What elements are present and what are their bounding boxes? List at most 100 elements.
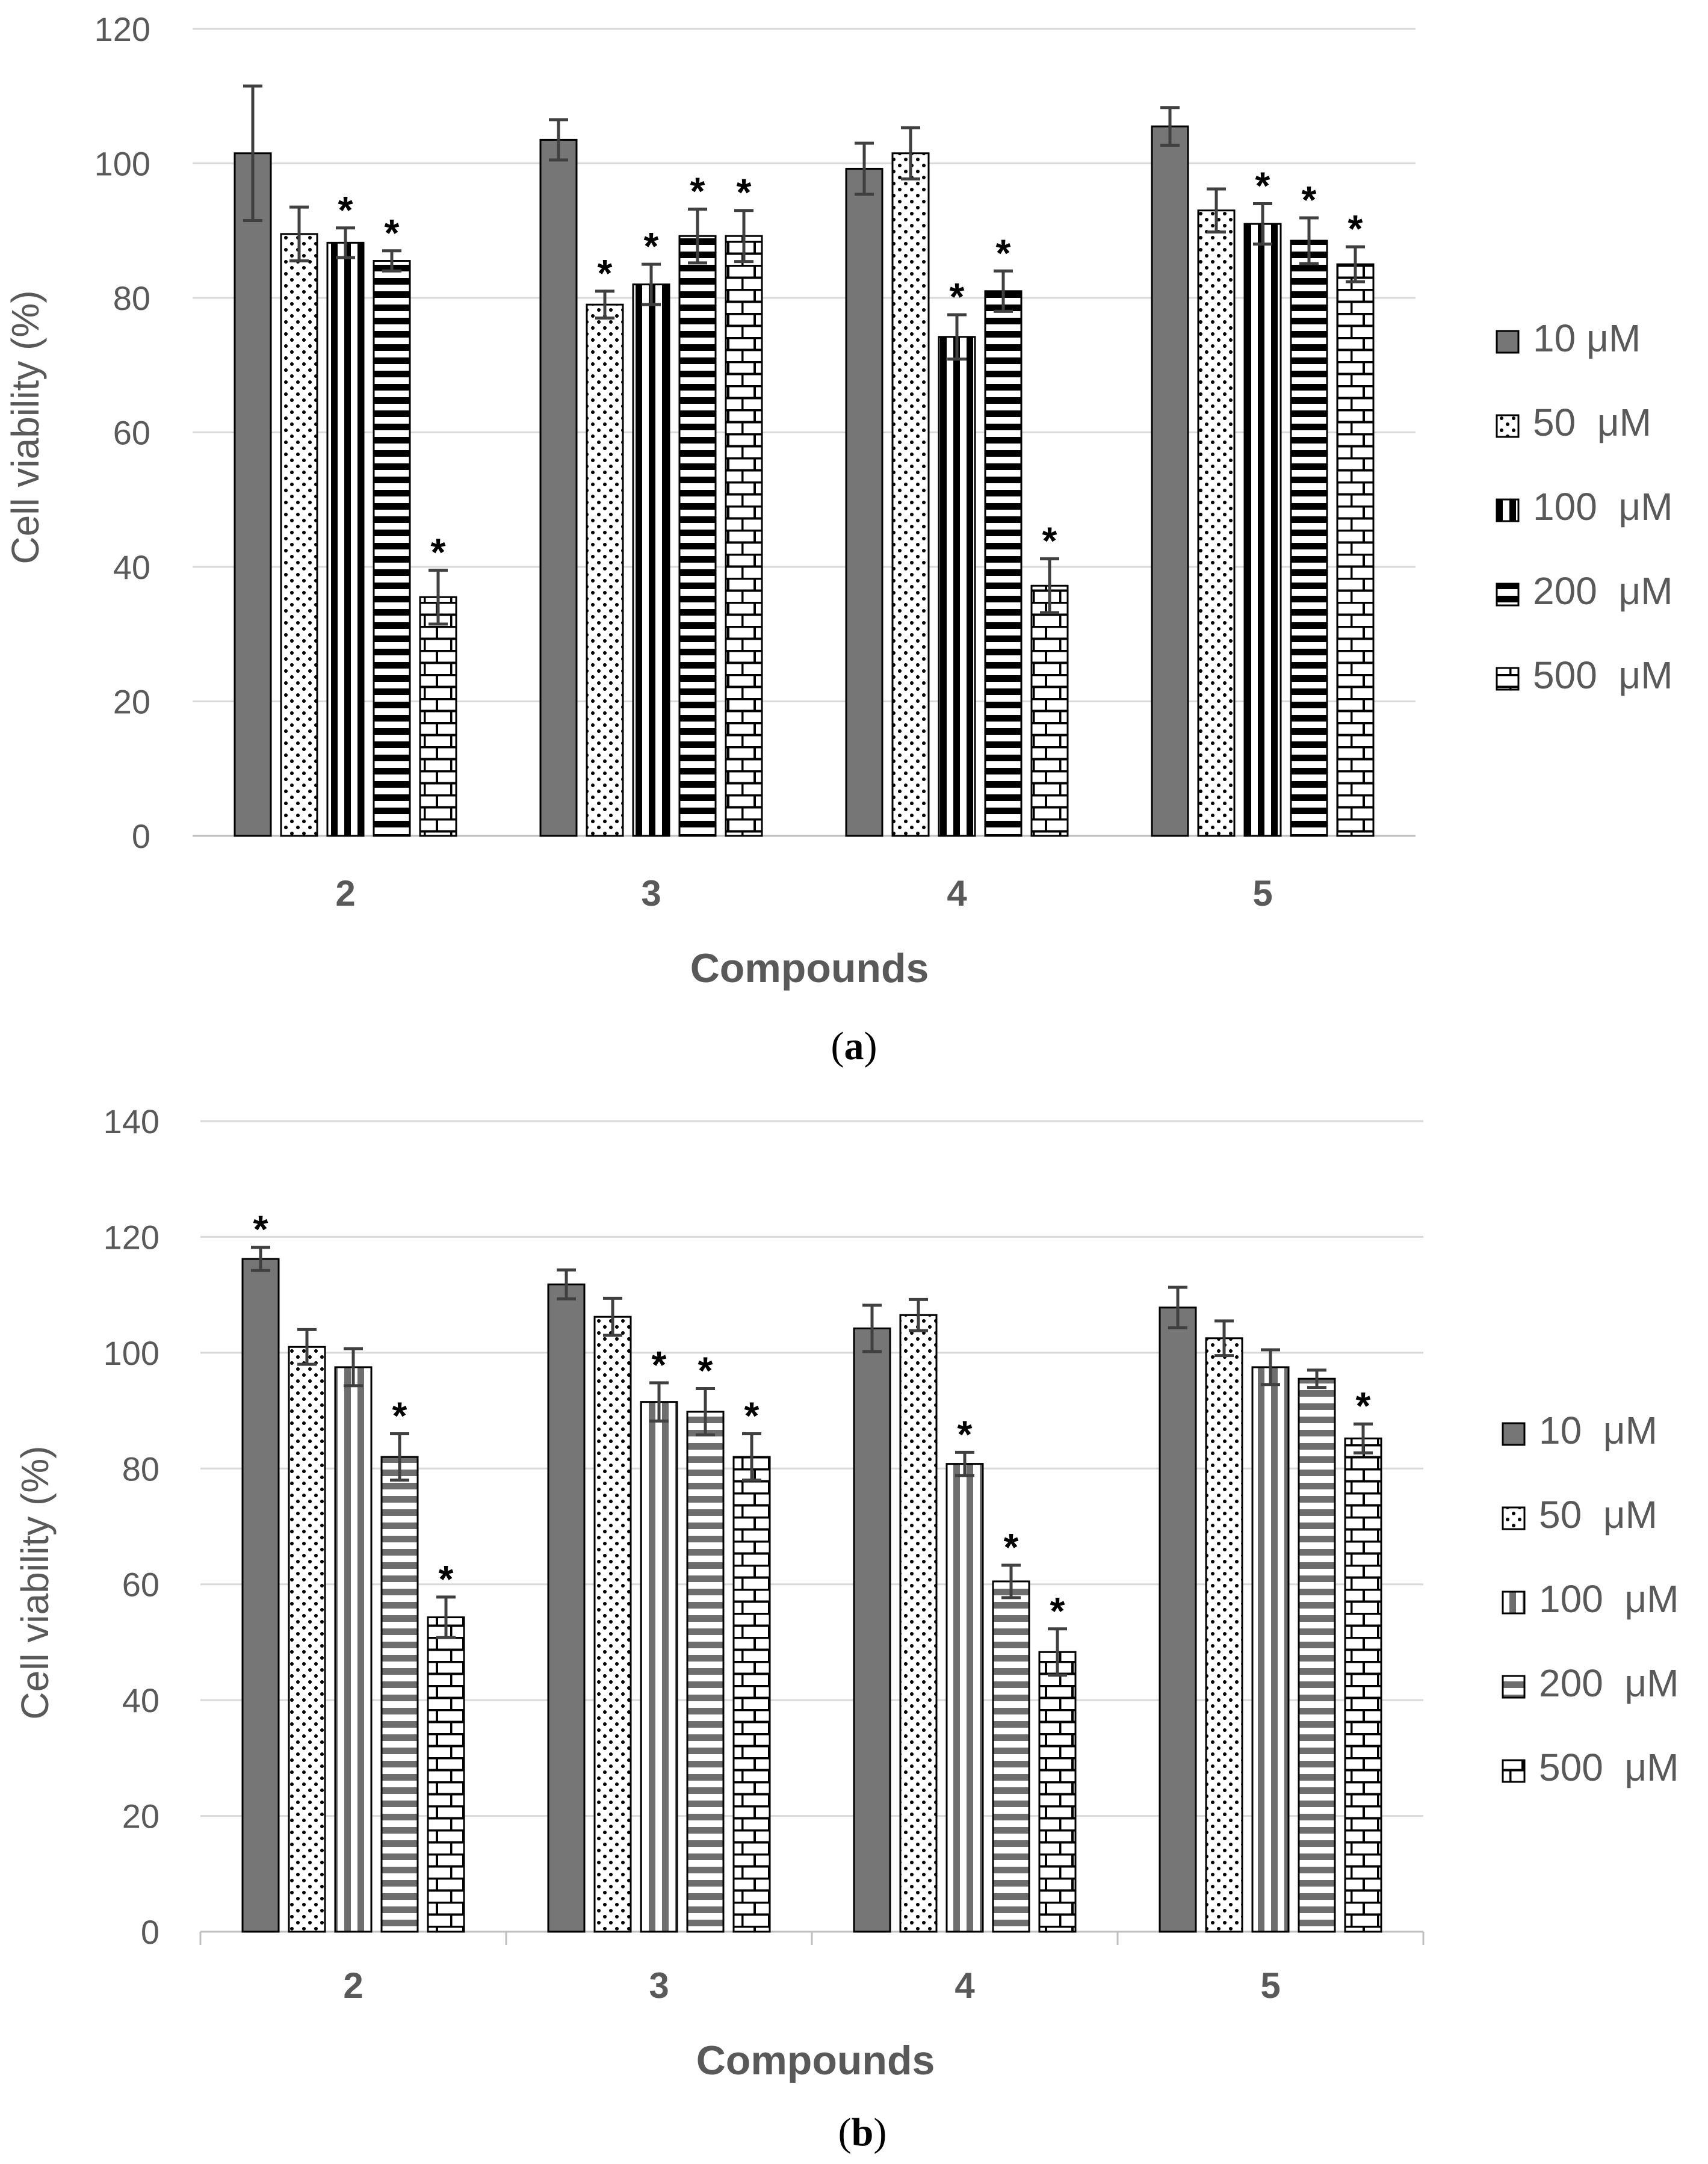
significance-asterisk: * [690, 169, 705, 212]
significance-asterisk: * [338, 188, 353, 232]
bar [326, 241, 365, 837]
legend-label: 50 μM [1533, 401, 1651, 444]
bar [1030, 584, 1069, 837]
bar [1290, 240, 1328, 837]
bar [845, 167, 883, 837]
legend-swatch [1496, 583, 1520, 607]
bar [1336, 263, 1375, 837]
y-tick-label: 0 [132, 817, 150, 855]
significance-asterisk: * [392, 1394, 407, 1438]
bar [984, 290, 1023, 837]
y-tick-label: 120 [104, 1218, 159, 1256]
legend-swatch [1496, 667, 1520, 691]
significance-asterisk: * [950, 275, 965, 318]
legend-swatch [1502, 1675, 1526, 1699]
category-label: 2 [335, 873, 355, 914]
y-tick-label: 80 [122, 1450, 159, 1488]
bar [632, 283, 670, 837]
bar [1251, 1366, 1290, 1933]
significance-asterisk: * [1042, 519, 1057, 563]
bar [1344, 1437, 1382, 1933]
y-tick-label: 120 [94, 10, 150, 48]
bar [380, 1456, 419, 1933]
bar [373, 260, 411, 837]
panel-a-chart: 0 20 40 60 80 100 120 * * * * * * * * * * * * * 2 3 4 5 Cell … [4, 10, 1673, 1068]
bar [945, 1463, 984, 1933]
significance-asterisk: * [1004, 1526, 1019, 1569]
panel-b-legend: 10 μM 50 μM 100 μM 200 μM 500 μM [1502, 1409, 1679, 1789]
legend-label: 200 μM [1533, 569, 1673, 613]
panel-a-legend: 10 μM 50 μM 100 μM 200 μM 500 μM [1496, 317, 1673, 697]
legend-label: 10 μM [1533, 317, 1641, 360]
significance-asterisk: * [1050, 1589, 1065, 1633]
legend-label: 200 μM [1539, 1662, 1679, 1705]
panel-a-letter: a [844, 1024, 864, 1068]
panel-b-bars: * * * * * * * * * * [241, 1208, 1382, 1933]
bar [334, 1366, 373, 1933]
legend-label: 500 μM [1533, 654, 1673, 697]
legend-swatch [1496, 330, 1520, 354]
category-label: 3 [649, 1965, 669, 2006]
category-label: 5 [1252, 873, 1272, 914]
bar [1151, 125, 1189, 837]
bar [1205, 1337, 1243, 1933]
significance-asterisk: * [958, 1412, 973, 1456]
significance-asterisk: * [253, 1208, 268, 1251]
bar [891, 152, 930, 837]
bar [539, 138, 578, 837]
bar [1197, 209, 1236, 837]
significance-asterisk: * [431, 531, 446, 574]
bar [725, 235, 763, 837]
category-label: 4 [947, 873, 967, 914]
legend-swatch [1496, 498, 1520, 522]
bar [419, 596, 457, 837]
legend-swatch [1502, 1759, 1526, 1783]
bar [1243, 223, 1282, 837]
bar [899, 1314, 938, 1933]
significance-asterisk: * [698, 1349, 713, 1393]
legend-swatch [1502, 1506, 1526, 1530]
panel-b-letter: b [852, 2110, 874, 2154]
y-tick-label: 80 [113, 279, 150, 317]
panel-b-chart: 0 20 40 60 80 100 120 140 * * * * * * * * * * 2 3 4 5 Cell … [13, 1102, 1679, 2154]
bar [241, 1258, 280, 1933]
bar [853, 1327, 891, 1933]
significance-asterisk: * [439, 1557, 454, 1601]
panel-a-category-labels: 2 3 4 5 [335, 873, 1272, 914]
bar [686, 1411, 725, 1933]
legend-label: 500 μM [1539, 1746, 1679, 1789]
bar [427, 1616, 465, 1933]
y-tick-label: 20 [113, 683, 150, 721]
legend-label: 10 μM [1539, 1409, 1657, 1452]
significance-asterisk: * [652, 1343, 667, 1387]
bar [732, 1456, 771, 1933]
bar [586, 303, 624, 837]
panel-b-y-axis-title: Cell viability (%) [13, 1445, 57, 1719]
panel-b-label: (b) [838, 2110, 887, 2154]
significance-asterisk: * [1356, 1384, 1371, 1427]
significance-asterisk: * [996, 231, 1011, 274]
y-tick-label: 40 [113, 548, 150, 586]
category-label: 5 [1260, 1965, 1280, 2006]
panel-b-y-ticks: 0 20 40 60 80 100 120 140 [104, 1102, 159, 1951]
panel-a-x-axis-title: Compounds [690, 945, 929, 991]
y-tick-label: 0 [141, 1913, 159, 1951]
panel-a-label: (a) [831, 1024, 877, 1068]
significance-asterisk: * [385, 211, 400, 255]
bar [280, 233, 318, 837]
y-tick-label: 100 [104, 1334, 159, 1372]
bar [1159, 1306, 1197, 1933]
legend-swatch [1496, 414, 1520, 438]
bar [938, 336, 976, 837]
significance-asterisk: * [737, 171, 752, 214]
legend-label: 100 μM [1533, 485, 1673, 528]
category-label: 3 [641, 873, 661, 914]
y-tick-label: 60 [113, 414, 150, 452]
panel-b-category-labels: 2 3 4 5 [343, 1965, 1280, 2006]
bar [1038, 1651, 1077, 1933]
significance-asterisk: * [744, 1394, 760, 1438]
bar [547, 1283, 586, 1933]
category-label: 2 [343, 1965, 363, 2006]
bar [1298, 1377, 1336, 1933]
